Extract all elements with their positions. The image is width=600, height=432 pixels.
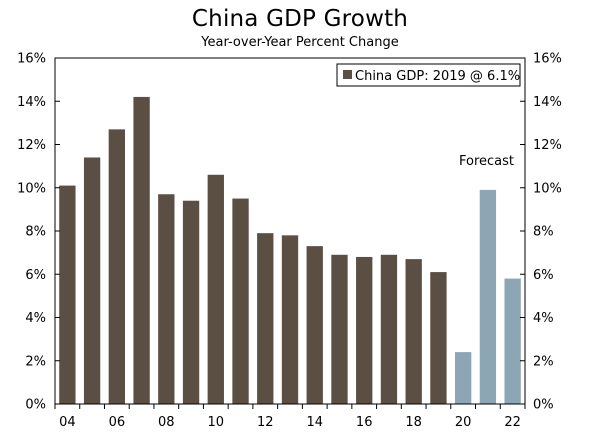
y-tick-label-left: 6% <box>25 268 46 283</box>
bar-10 <box>207 174 224 404</box>
bar-12 <box>257 233 274 404</box>
y-tick-label-left: 16% <box>17 52 46 67</box>
legend-label: China GDP: 2019 @ 6.1% <box>355 69 520 84</box>
x-tick-label: 08 <box>158 415 175 430</box>
x-tick-label: 18 <box>405 415 422 430</box>
bar-18 <box>405 259 422 404</box>
axes-group: 0% 0% 2% 2% 4% 4% 6% 6% 8% 8% 10% 10% 12% 12% 14% 14% 16… <box>17 52 562 431</box>
x-tick-label: 10 <box>208 415 225 430</box>
legend-swatch <box>343 70 352 79</box>
chart-subtitle: Year-over-Year Percent Change <box>201 35 399 50</box>
bar-16 <box>356 256 373 404</box>
chart-title: China GDP Growth <box>191 6 409 32</box>
y-tick-label-right: 2% <box>533 354 554 369</box>
y-tick-label-left: 0% <box>25 398 46 413</box>
bar-17 <box>380 254 398 404</box>
bar-08 <box>158 194 175 404</box>
x-tick-label: 04 <box>59 415 76 430</box>
bar-21 <box>479 189 497 404</box>
bar-14 <box>306 246 323 404</box>
y-tick-label-right: 8% <box>533 225 554 240</box>
y-tick-label-right: 14% <box>533 95 562 110</box>
legend-box <box>336 63 521 87</box>
bar-06 <box>108 129 126 405</box>
bars-group <box>59 96 521 405</box>
bar-07 <box>133 96 150 405</box>
y-tick-label-left: 10% <box>17 181 46 196</box>
legend: China GDP: 2019 @ 6.1% <box>336 63 521 87</box>
bar-04 <box>59 185 76 404</box>
x-tick-label: 06 <box>109 415 126 430</box>
y-tick-label-right: 0% <box>533 398 554 413</box>
y-tick-label-right: 4% <box>533 311 554 326</box>
x-tick-label: 12 <box>257 415 274 430</box>
y-tick-label-left: 14% <box>17 95 46 110</box>
bar-15 <box>331 254 348 404</box>
bar-11 <box>232 198 249 404</box>
y-tick-label-left: 8% <box>25 225 46 240</box>
forecast-annotation: Forecast <box>459 154 514 169</box>
bar-19 <box>430 272 447 404</box>
bar-13 <box>281 235 299 404</box>
y-tick-label-right: 6% <box>533 268 554 283</box>
bar-05 <box>83 157 101 404</box>
y-tick-label-right: 16% <box>533 52 562 67</box>
y-tick-label-left: 12% <box>17 138 46 153</box>
y-tick-label-right: 12% <box>533 138 562 153</box>
x-tick-label: 14 <box>306 415 323 430</box>
x-tick-label: 20 <box>455 415 472 430</box>
y-tick-label-left: 2% <box>25 354 46 369</box>
x-tick-label: 22 <box>504 415 521 430</box>
y-tick-label-left: 4% <box>25 311 46 326</box>
bar-09 <box>182 200 200 404</box>
x-tick-label: 16 <box>356 415 373 430</box>
bar-22 <box>504 278 521 404</box>
bar-20 <box>454 352 472 404</box>
y-tick-label-right: 10% <box>533 181 562 196</box>
